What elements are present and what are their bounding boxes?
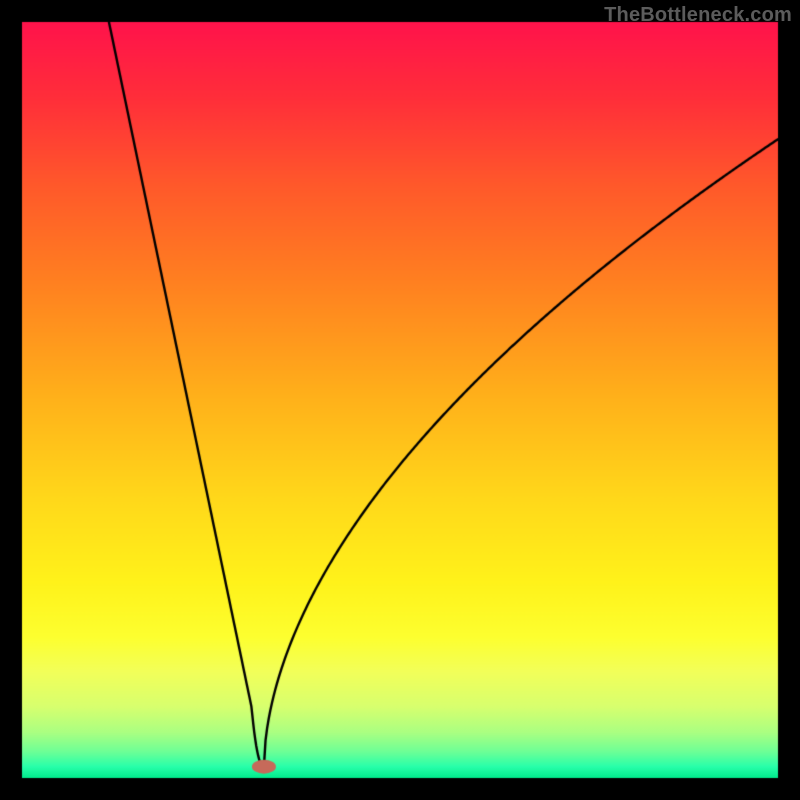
chart-container: TheBottleneck.com xyxy=(0,0,800,800)
watermark-text: TheBottleneck.com xyxy=(604,4,792,27)
bottleneck-chart-canvas xyxy=(0,0,800,800)
